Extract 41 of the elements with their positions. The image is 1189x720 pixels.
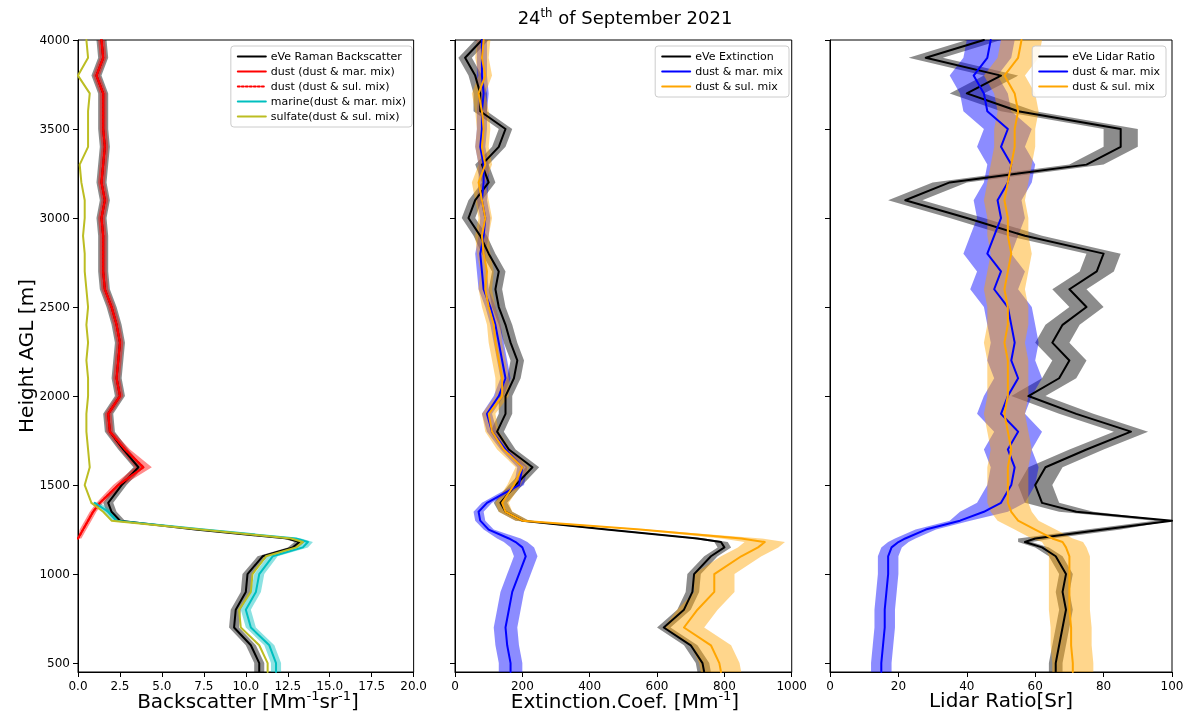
legend-label: marine(dust & mar. mix)	[270, 95, 406, 108]
legend-label: sulfate(dust & sul. mix)	[270, 110, 400, 123]
legend-label: eVe Lidar Ratio	[1072, 50, 1156, 63]
y-tick-label: 500	[47, 656, 70, 671]
x-tick-label: 1000	[776, 679, 807, 693]
x-tick-label: 5.0	[152, 679, 172, 693]
x-tick-label: 60	[1027, 679, 1043, 693]
legend-label: dust (dust & mar. mix)	[270, 65, 395, 78]
x-tick-label: 2.5	[110, 679, 130, 693]
x-tick-label: 0	[451, 679, 459, 693]
x-tick-label: 20	[890, 679, 907, 693]
legend-label: eVe Raman Backscatter	[270, 50, 403, 63]
x-tick-label: 12.5	[274, 679, 302, 693]
x-tick-label: 10.0	[232, 679, 260, 693]
x-tick-label: 80	[1095, 679, 1112, 693]
legend-label: eVe Extinction	[695, 50, 774, 63]
y-tick-label: 1500	[39, 478, 70, 493]
x-tick-label: 100	[1160, 679, 1184, 693]
y-tick-label: 1000	[39, 567, 70, 582]
x-tick-label: 200	[510, 679, 534, 693]
legend-label: dust (dust & sul. mix)	[270, 80, 390, 93]
legend-label: dust & mar. mix	[1072, 65, 1161, 78]
x-tick-label: 17.5	[358, 679, 386, 693]
legend-label: dust & sul. mix	[695, 80, 779, 93]
y-tick-label: 2500	[39, 300, 70, 315]
legend-label: dust & sul. mix	[1072, 80, 1156, 93]
y-tick-label: 3500	[39, 122, 70, 137]
y-tick-label: 2000	[39, 389, 70, 404]
x-tick-label: 20.0	[400, 679, 427, 693]
x-tick-label: 0.0	[68, 679, 88, 693]
y-tick-label: 3000	[39, 211, 70, 226]
x-tick-label: 15.0	[316, 679, 344, 693]
y-axis-title: Height AGL [m]	[14, 279, 38, 433]
x-tick-label: 7.5	[194, 679, 214, 693]
y-tick-label: 4000	[39, 33, 70, 47]
x-tick-label: 600	[645, 679, 669, 693]
legend-label: dust & mar. mix	[695, 65, 784, 78]
x-tick-label: 0	[826, 679, 834, 693]
chart-title: 24$^{th}$ of September 2021	[517, 6, 733, 28]
x-tick-label: 40	[959, 679, 975, 693]
x-tick-label: 400	[578, 679, 602, 693]
